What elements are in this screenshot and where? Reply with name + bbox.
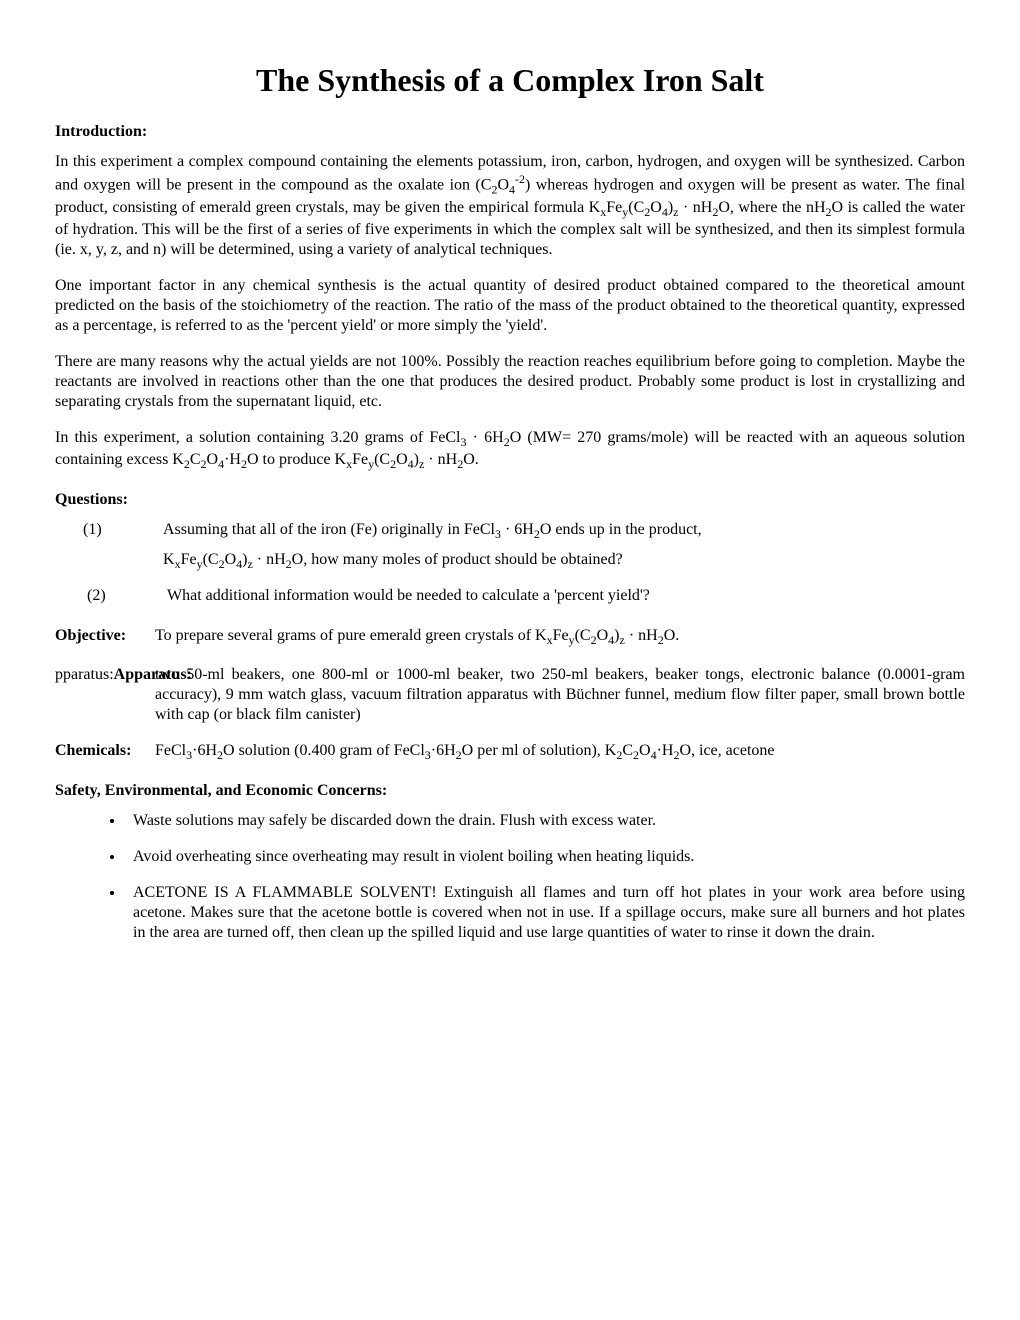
heading-chemicals: Chemicals: (55, 741, 155, 763)
question-number: (2) (55, 586, 167, 606)
page-title: The Synthesis of a Complex Iron Salt (55, 60, 965, 100)
heading-introduction: Introduction: (55, 122, 965, 142)
objective-text: To prepare several grams of pure emerald… (155, 626, 965, 648)
intro-paragraph-3: There are many reasons why the actual yi… (55, 352, 965, 412)
heading-questions: Questions: (55, 490, 965, 510)
intro-paragraph-4: In this experiment, a solution containin… (55, 428, 965, 472)
question-text: Assuming that all of the iron (Fe) origi… (163, 520, 965, 572)
heading-safety: Safety, Environmental, and Economic Conc… (55, 781, 965, 801)
question-1: (1) Assuming that all of the iron (Fe) o… (55, 520, 965, 572)
objective-row: Objective: To prepare several grams of p… (55, 626, 965, 648)
question-number: (1) (55, 520, 163, 572)
chemicals-text: FeCl3·6H2O solution (0.400 gram of FeCl3… (155, 741, 965, 763)
safety-item: ACETONE IS A FLAMMABLE SOLVENT! Extingui… (125, 883, 965, 943)
safety-item: Avoid overheating since overheating may … (125, 847, 965, 867)
intro-paragraph-1: In this experiment a complex compound co… (55, 152, 965, 260)
safety-list: Waste solutions may safely be discarded … (55, 811, 965, 943)
intro-paragraph-2: One important factor in any chemical syn… (55, 276, 965, 336)
safety-item: Waste solutions may safely be discarded … (125, 811, 965, 831)
heading-objective: Objective: (55, 626, 155, 648)
apparatus-text: two 50-ml beakers, one 800-ml or 1000-ml… (155, 665, 965, 725)
question-2: (2) What additional information would be… (55, 586, 965, 606)
question-text: What additional information would be nee… (167, 586, 965, 606)
heading-apparatus: pparatus:Apparatus: (55, 665, 155, 725)
apparatus-row: pparatus:Apparatus: two 50-ml beakers, o… (55, 665, 965, 725)
chemicals-row: Chemicals: FeCl3·6H2O solution (0.400 gr… (55, 741, 965, 763)
